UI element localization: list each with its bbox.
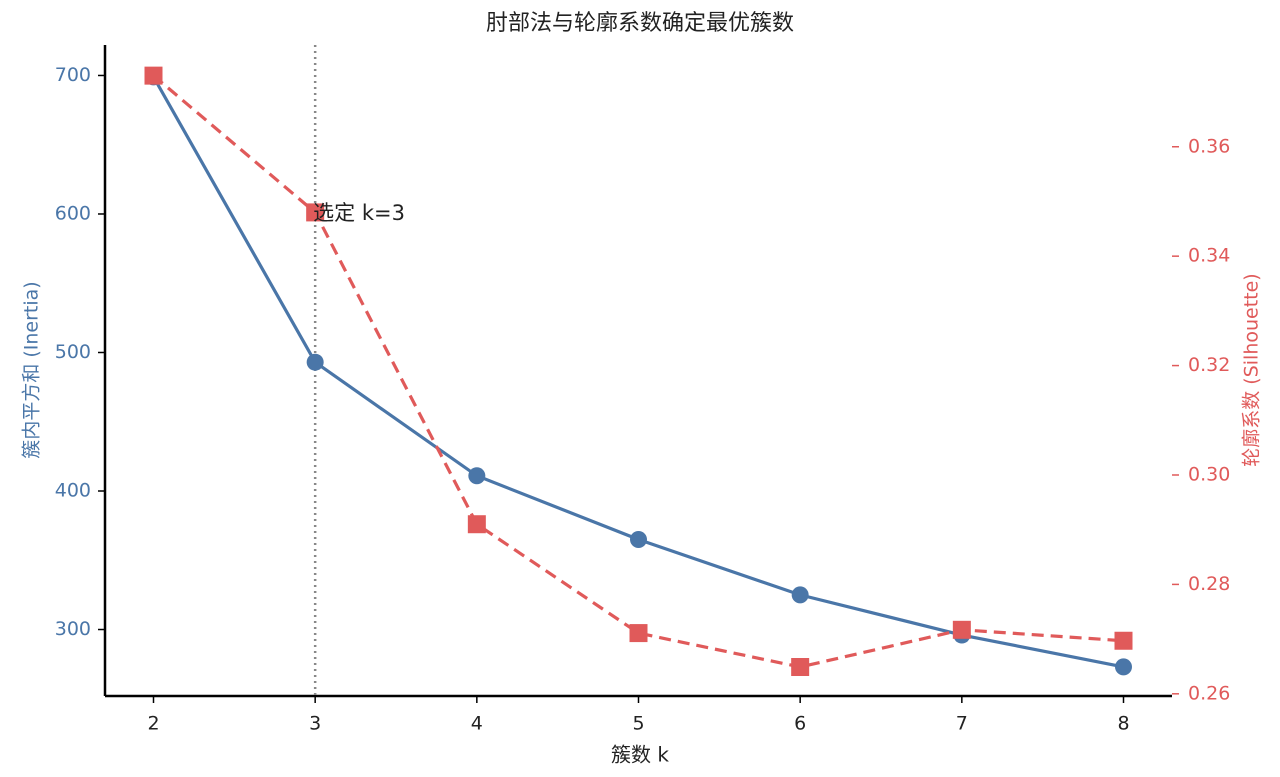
y2-tick-label: 0.26 [1188,682,1230,704]
x-tick-label: 4 [471,713,483,735]
x-tick-label: 7 [956,713,968,735]
x-axis-label: 簇数 k [611,743,669,767]
x-tick-label: 5 [632,713,644,735]
point [791,586,809,604]
y2-tick-label: 0.34 [1188,245,1230,267]
y2-tick-label: 0.32 [1188,354,1230,376]
y-tick-label: 600 [55,202,91,224]
y-tick-label: 400 [55,480,91,502]
y2-tick-label: 0.36 [1188,135,1230,157]
point [791,658,810,677]
x-tick-label: 3 [309,713,321,735]
y2-tick-label: 0.30 [1188,463,1230,485]
y-tick-label: 700 [55,64,91,86]
chart-title: 肘部法与轮廓系数确定最优簇数 [486,11,794,36]
series-line [152,76,1124,669]
point [144,66,163,85]
y-tick-label: 300 [55,618,91,640]
point [630,530,647,548]
point [629,624,648,643]
annotation: 选定 k=3 [313,201,405,225]
x-tick-label: 6 [794,713,806,735]
y-axis-label: 簇内平方和 (Inertia) [21,281,43,458]
point [1115,658,1132,676]
series-line [152,74,1124,669]
y2-tick-label: 0.28 [1188,573,1230,595]
point [306,353,324,371]
point [306,203,325,222]
x-tick-label: 8 [1117,713,1129,735]
x-tick-label: 2 [147,713,159,735]
y-tick-label: 500 [55,341,91,363]
point [467,515,486,534]
y2-axis-label: 轮廓系数 (Silhouette) [1241,273,1263,466]
point [468,467,486,485]
point [1114,631,1133,650]
point [952,620,971,639]
